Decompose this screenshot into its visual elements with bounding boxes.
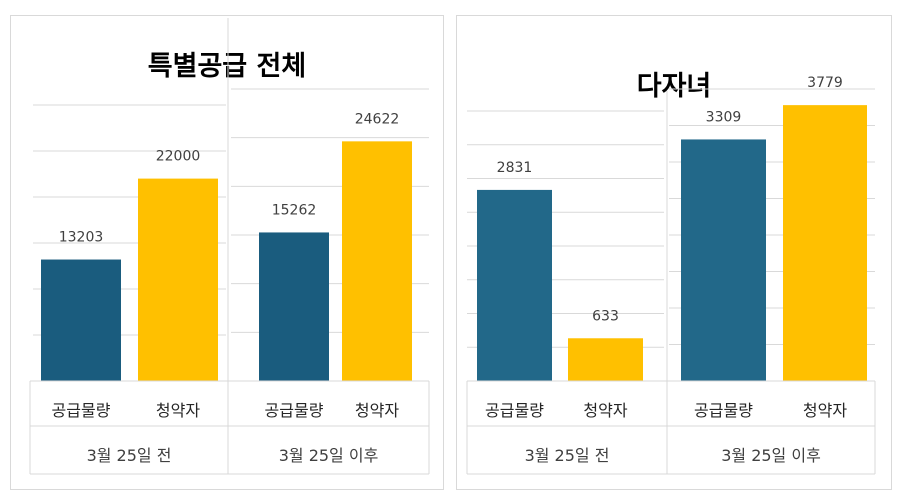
category-tick-label: 공급물량 bbox=[265, 401, 324, 420]
bar bbox=[568, 338, 643, 381]
group-tick-label: 3월 25일 전 bbox=[525, 446, 610, 465]
bar bbox=[259, 232, 329, 381]
category-tick-label: 청약자 bbox=[156, 401, 200, 420]
group-tick-label: 3월 25일 이후 bbox=[721, 446, 821, 465]
category-tick-label: 공급물량 bbox=[52, 401, 111, 420]
group-tick-label: 3월 25일 이후 bbox=[279, 446, 379, 465]
chart-title: 다자녀 bbox=[636, 71, 712, 102]
chart-title: 특별공급 전체 bbox=[147, 51, 307, 82]
bar bbox=[138, 178, 218, 381]
data-label: 24622 bbox=[355, 111, 400, 127]
data-label: 13203 bbox=[59, 230, 104, 246]
bar bbox=[783, 105, 867, 382]
bar bbox=[342, 141, 412, 381]
category-tick-label: 공급물량 bbox=[694, 401, 753, 420]
chart-panel-multi-child: 다자녀 2831 공급물량 633 청약자 3월 25일 전 3309 공급물량 3779 청약… bbox=[456, 15, 892, 490]
category-tick-label: 청약자 bbox=[355, 401, 399, 420]
chart-plot: 2831 공급물량 633 청약자 3월 25일 전 3309 공급물량 3779 청약자 3월 … bbox=[466, 75, 876, 475]
data-label: 3309 bbox=[706, 109, 742, 125]
data-label: 3779 bbox=[807, 75, 843, 91]
category-tick-label: 청약자 bbox=[583, 401, 627, 420]
bar bbox=[477, 189, 552, 381]
bar bbox=[681, 139, 766, 381]
chart-panel-special-supply: 특별공급 전체 13203 공급물량 22000 청약자 3월 25일 전 15262 공급… bbox=[10, 15, 444, 490]
category-tick-label: 공급물량 bbox=[485, 401, 544, 420]
data-label: 22000 bbox=[156, 149, 201, 165]
data-label: 633 bbox=[592, 308, 619, 324]
group-tick-label: 3월 25일 전 bbox=[87, 446, 172, 465]
data-label: 2831 bbox=[497, 160, 533, 176]
data-label: 15262 bbox=[272, 202, 317, 218]
chart-plot: 13203 공급물량 22000 청약자 3월 25일 전 15262 공급물량 24622 청… bbox=[29, 18, 430, 475]
category-tick-label: 청약자 bbox=[803, 401, 847, 420]
bar bbox=[41, 259, 121, 381]
